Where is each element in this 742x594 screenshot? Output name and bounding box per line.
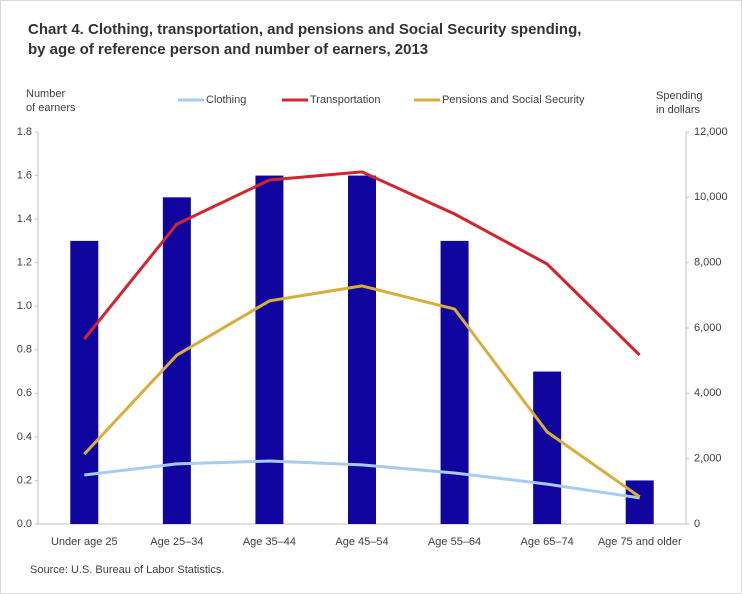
legend-label: Clothing: [206, 94, 246, 106]
chart-title: Chart 4. Clothing, transportation, and p…: [28, 21, 581, 38]
y-axis-label: Number: [26, 88, 65, 100]
y2-tick-label: 12,000: [694, 126, 728, 138]
bar: [70, 240, 99, 524]
bar: [533, 371, 562, 524]
line-series: [83, 284, 641, 499]
x-tick-label: Age 65–74: [521, 536, 574, 548]
x-tick-label: Age 55–64: [428, 536, 481, 548]
y-tick-label: 1.4: [17, 213, 32, 225]
x-tick-label: Age 25–34: [150, 536, 203, 548]
x-tick-label: Age 45–54: [335, 536, 388, 548]
y2-tick-label: 10,000: [694, 191, 728, 203]
bar: [440, 240, 469, 524]
y2-tick-label: 2,000: [694, 453, 722, 465]
y-tick-label: 1.2: [17, 257, 32, 269]
bar: [625, 480, 654, 524]
y2-tick-label: 6,000: [694, 322, 722, 334]
y2-axis-label: Spending: [656, 90, 703, 102]
y-tick-label: 0.0: [17, 518, 32, 530]
y2-tick-label: 0: [694, 518, 700, 530]
y2-tick-label: 8,000: [694, 257, 722, 269]
y-tick-label: 0.4: [17, 431, 32, 443]
x-tick-label: Age 35–44: [243, 536, 296, 548]
bar: [348, 175, 376, 525]
y-tick-label: 0.8: [17, 344, 32, 356]
y-tick-label: 1.8: [17, 126, 32, 138]
legend-label: Transportation: [310, 94, 381, 106]
y2-axis-label: in dollars: [656, 104, 701, 116]
bar: [255, 175, 284, 525]
line-series: [83, 170, 641, 357]
legend-label: Pensions and Social Security: [442, 94, 585, 106]
y-tick-label: 1.6: [17, 169, 32, 181]
y2-tick-label: 4,000: [694, 387, 722, 399]
y-tick-label: 0.6: [17, 387, 32, 399]
chart-title: by age of reference person and number of…: [28, 41, 428, 58]
y-tick-label: 0.2: [17, 474, 32, 486]
y-tick-label: 1.0: [17, 300, 32, 312]
y-axis-label: of earners: [26, 102, 76, 114]
x-tick-label: Under age 25: [51, 536, 118, 548]
bar: [162, 197, 191, 525]
x-tick-label: Age 75 and older: [598, 536, 682, 548]
line-series: [84, 459, 640, 500]
source: Source: U.S. Bureau of Labor Statistics.: [30, 564, 224, 576]
